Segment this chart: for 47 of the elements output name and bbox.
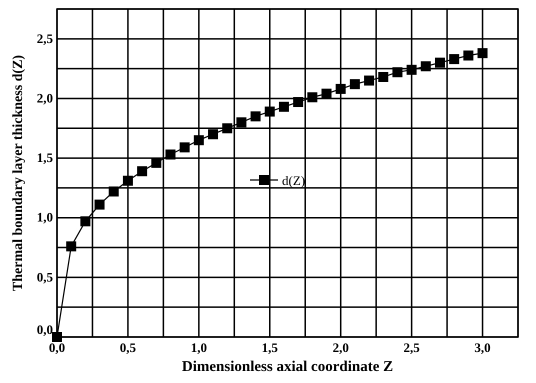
point (406, 64, 417, 75)
point (293, 97, 304, 108)
point (449, 54, 460, 64)
point (122, 176, 133, 186)
point (94, 200, 105, 210)
point (250, 111, 261, 122)
y-tick-label: 2,5 (36, 30, 54, 46)
x-tick-label: 0,0 (48, 340, 66, 355)
x-tick-label: 3,0 (474, 340, 491, 355)
point (236, 117, 246, 128)
point (80, 216, 90, 226)
point (264, 106, 275, 117)
point (322, 88, 332, 99)
point (434, 58, 445, 68)
y-tick-label: 2,0 (36, 90, 53, 106)
point (307, 92, 318, 102)
point (392, 67, 402, 78)
y-tick-label: 0,0 (36, 322, 53, 337)
point (194, 135, 204, 146)
y-axis-title: Thermal boundary layer thickness d(Z) (11, 54, 26, 292)
point (278, 102, 289, 112)
point (151, 158, 162, 168)
point (66, 241, 76, 252)
point (463, 50, 474, 61)
point (222, 123, 232, 134)
x-axis-title: Dimensionless axial coordinate Z (182, 359, 394, 375)
point (137, 166, 148, 176)
point (208, 129, 218, 140)
point (108, 186, 119, 196)
point (52, 332, 62, 342)
point (478, 48, 488, 58)
point (180, 142, 190, 152)
point (336, 84, 346, 94)
point (378, 72, 388, 82)
legend-label: d(Z) (282, 173, 306, 188)
x-tick-label: 1,5 (262, 340, 278, 355)
point (165, 150, 176, 160)
y-tick-label: 1,5 (36, 150, 54, 166)
y-tick-label: 0,5 (36, 269, 54, 284)
x-tick-label: 0,5 (120, 340, 137, 355)
y-tick-label: 1,0 (36, 210, 53, 225)
x-tick-label: 2,0 (332, 340, 349, 355)
x-tick-label: 2,5 (403, 340, 420, 355)
x-tick-label: 1,0 (190, 340, 207, 355)
point (420, 61, 431, 72)
point (364, 76, 374, 86)
point (350, 79, 360, 90)
